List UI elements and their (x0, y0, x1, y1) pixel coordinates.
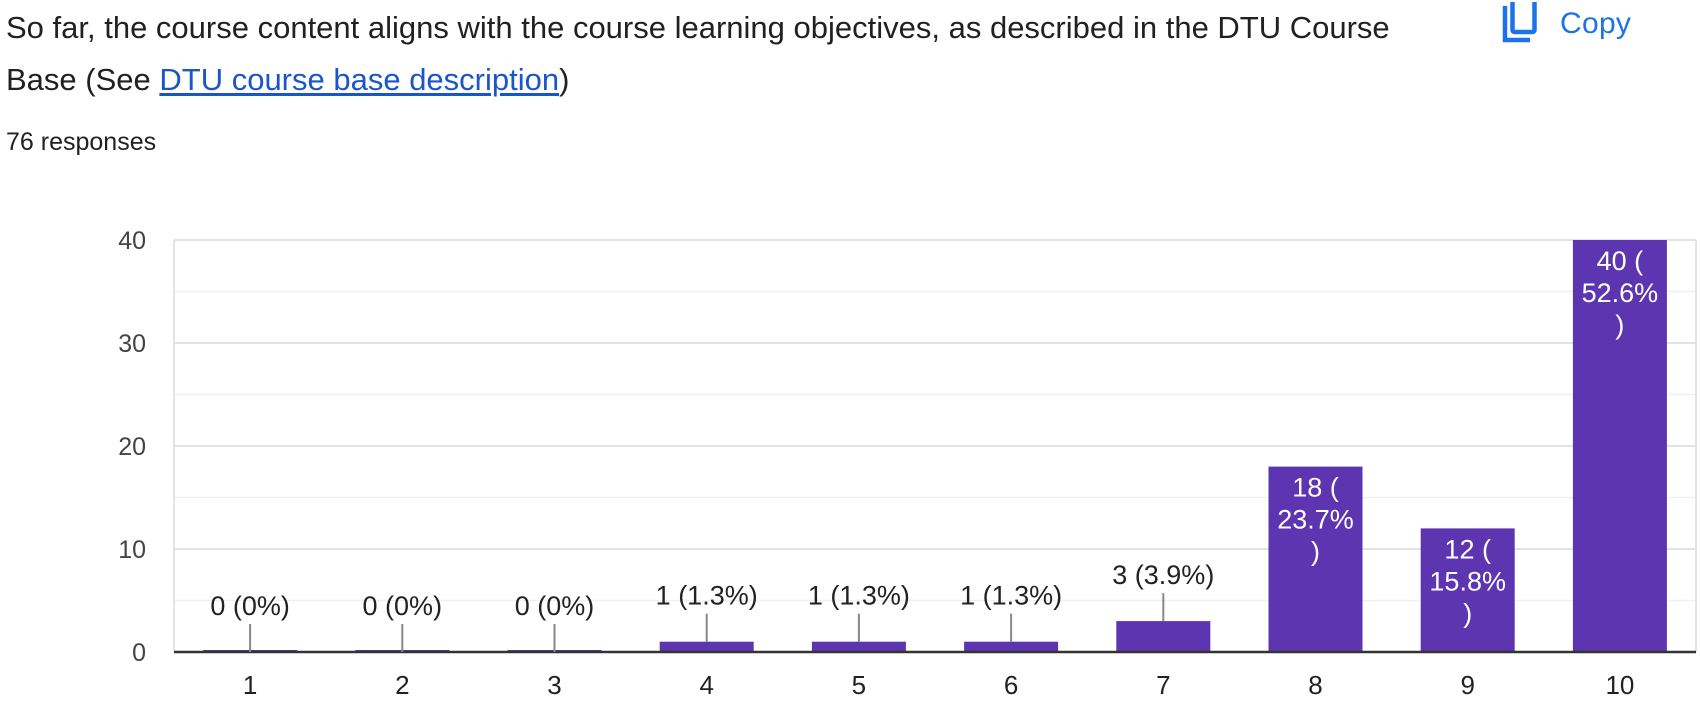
bar (811, 641, 906, 652)
x-tick-label: 7 (1156, 670, 1170, 700)
copy-label: Copy (1560, 7, 1632, 40)
x-tick-label: 4 (699, 670, 713, 700)
data-label: 1 (1.3%) (656, 581, 758, 611)
data-label: ) (1615, 310, 1624, 340)
bar (1268, 466, 1363, 652)
x-tick-label: 10 (1605, 670, 1634, 700)
data-label: ) (1463, 598, 1472, 628)
data-label: 52.6% (1582, 278, 1659, 308)
data-label: 0 (0%) (210, 591, 290, 621)
x-tick-label: 5 (852, 670, 866, 700)
y-tick-label: 30 (118, 330, 146, 358)
x-tick-label: 1 (243, 670, 257, 700)
copy-button[interactable]: Copy (1500, 0, 1631, 48)
dtu-course-base-link[interactable]: DTU course base description (159, 62, 560, 97)
question-title: So far, the course content aligns with t… (6, 2, 1446, 106)
question-text-end: ) (559, 62, 570, 97)
bar-layer (203, 240, 1667, 652)
x-tick-label: 8 (1308, 670, 1322, 700)
copy-icon (1502, 2, 1537, 43)
bar (1116, 621, 1211, 652)
label-layer: 0 (0%) 0 (0%) 0 (0%) 1 (1.3%) 1 (1.3%) 1 (1.3… (210, 246, 1658, 652)
data-label: 0 (0%) (515, 591, 595, 621)
data-label: 1 (1.3%) (808, 581, 910, 611)
data-label: 0 (0%) (363, 591, 443, 621)
data-label: 15.8% (1429, 566, 1506, 596)
y-tick-label: 20 (118, 433, 146, 461)
y-tick-label: 10 (118, 536, 146, 564)
y-tick-label: 40 (118, 227, 146, 255)
data-label: 3 (3.9%) (1112, 560, 1214, 590)
x-tick-label: 6 (1004, 670, 1018, 700)
data-label: 18 ( (1292, 473, 1339, 503)
data-label: 12 ( (1444, 534, 1491, 564)
bar (659, 641, 754, 652)
question-text: So far, the course content aligns with t… (6, 10, 1390, 97)
bar (964, 641, 1059, 652)
bar (1572, 240, 1667, 652)
bar (1420, 528, 1515, 652)
x-tick-label: 9 (1460, 670, 1474, 700)
x-tick-label: 3 (547, 670, 561, 700)
response-count: 76 responses (6, 128, 157, 156)
y-tick-label: 0 (132, 639, 146, 667)
data-label: ) (1311, 537, 1320, 567)
axis-layer: 0 10 20 30 40 1 2 3 4 5 6 7 8 9 10 (118, 227, 1696, 700)
data-label: 1 (1.3%) (960, 581, 1062, 611)
data-label: 23.7% (1277, 505, 1354, 535)
x-tick-label: 2 (395, 670, 409, 700)
data-label: 40 ( (1597, 246, 1644, 276)
